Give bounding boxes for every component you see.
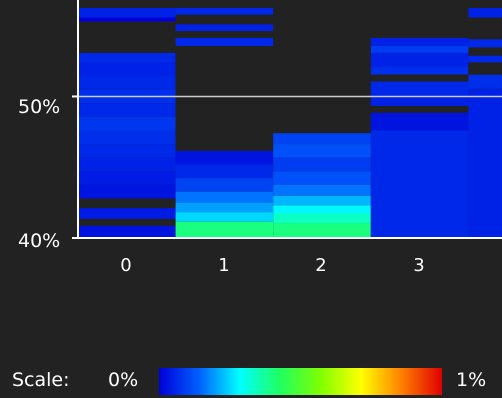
heatmap-cell <box>468 8 502 18</box>
heatmap-cell <box>273 184 371 196</box>
heatmap-cell <box>370 37 469 47</box>
heatmap-cell <box>370 130 469 238</box>
heatmap-cell <box>78 225 176 238</box>
heatmap-cell <box>175 150 274 165</box>
heatmap-cell <box>78 208 176 219</box>
heatmap-cell <box>78 62 176 77</box>
colorbar-max-label: 1% <box>456 369 487 391</box>
heatmap-cell <box>175 24 274 32</box>
heatmap-cell <box>370 74 469 82</box>
heatmap-cell <box>468 47 502 56</box>
heatmap-cell <box>468 88 502 238</box>
heatmap-cell <box>273 144 371 158</box>
heatmap-cell <box>175 31 274 38</box>
heatmap-cell <box>468 17 502 40</box>
heatmap-cell <box>78 116 176 131</box>
heatmap-cell <box>175 164 274 179</box>
heatmap-cell <box>175 37 274 47</box>
x-tick-label-2: 2 <box>315 255 327 276</box>
colorbar-min-label: 0% <box>108 369 139 391</box>
y-tick-label-40: 40% <box>18 230 61 252</box>
x-tick-label-0: 0 <box>120 255 132 276</box>
heatmap-cell <box>273 205 371 214</box>
heatmap-cell <box>468 55 502 63</box>
heatmap-cell <box>370 96 469 106</box>
heatmap-cell <box>370 66 469 75</box>
y-tick-label-50: 50% <box>18 96 61 118</box>
heatmap-cell <box>468 74 502 89</box>
heatmap-cell <box>175 46 274 151</box>
heatmap-cell <box>78 76 176 90</box>
heatmap-cell <box>273 157 371 172</box>
heatmap-cell <box>273 8 371 134</box>
heatmap-cell <box>175 14 274 25</box>
heatmap-cell <box>175 178 274 192</box>
heatmap-cell <box>370 46 469 53</box>
heatmap-cell <box>468 62 502 75</box>
heatmap-cell <box>78 157 176 172</box>
heatmap-cell <box>273 213 371 224</box>
heatmap-cell <box>175 202 274 213</box>
x-tick-label-1: 1 <box>218 255 230 276</box>
colorbar-title: Scale: <box>12 369 70 391</box>
heatmap-cell <box>273 171 371 185</box>
heatmap-cell <box>175 8 274 15</box>
heatmap-cell <box>175 212 274 222</box>
heatmap-cell <box>78 218 176 226</box>
heatmap-cell <box>78 103 176 117</box>
heatmap-cell <box>273 223 371 238</box>
heatmap-cell <box>78 8 176 18</box>
heatmap-cell <box>78 198 176 209</box>
heatmap-cell <box>78 52 176 63</box>
heatmap-cell <box>175 221 274 238</box>
colorbar-gradient <box>159 368 442 395</box>
heatmap-cell <box>175 191 274 203</box>
heatmap-cell <box>78 184 176 199</box>
heatmap-cell <box>78 144 176 158</box>
heatmap-cell <box>273 133 371 145</box>
heatmap-cell <box>370 81 469 97</box>
heatmap-cell <box>468 39 502 48</box>
x-tick-label-3: 3 <box>413 255 425 276</box>
heatmap-cell <box>78 130 176 145</box>
heatmap-cell <box>370 105 469 113</box>
heatmap-cell <box>370 52 469 67</box>
heatmap-cell <box>78 171 176 185</box>
heatmap-cell <box>370 112 469 131</box>
heatmap-cell <box>78 17 176 22</box>
heatmap-cell <box>78 21 176 53</box>
heatmap-cell <box>273 195 371 206</box>
